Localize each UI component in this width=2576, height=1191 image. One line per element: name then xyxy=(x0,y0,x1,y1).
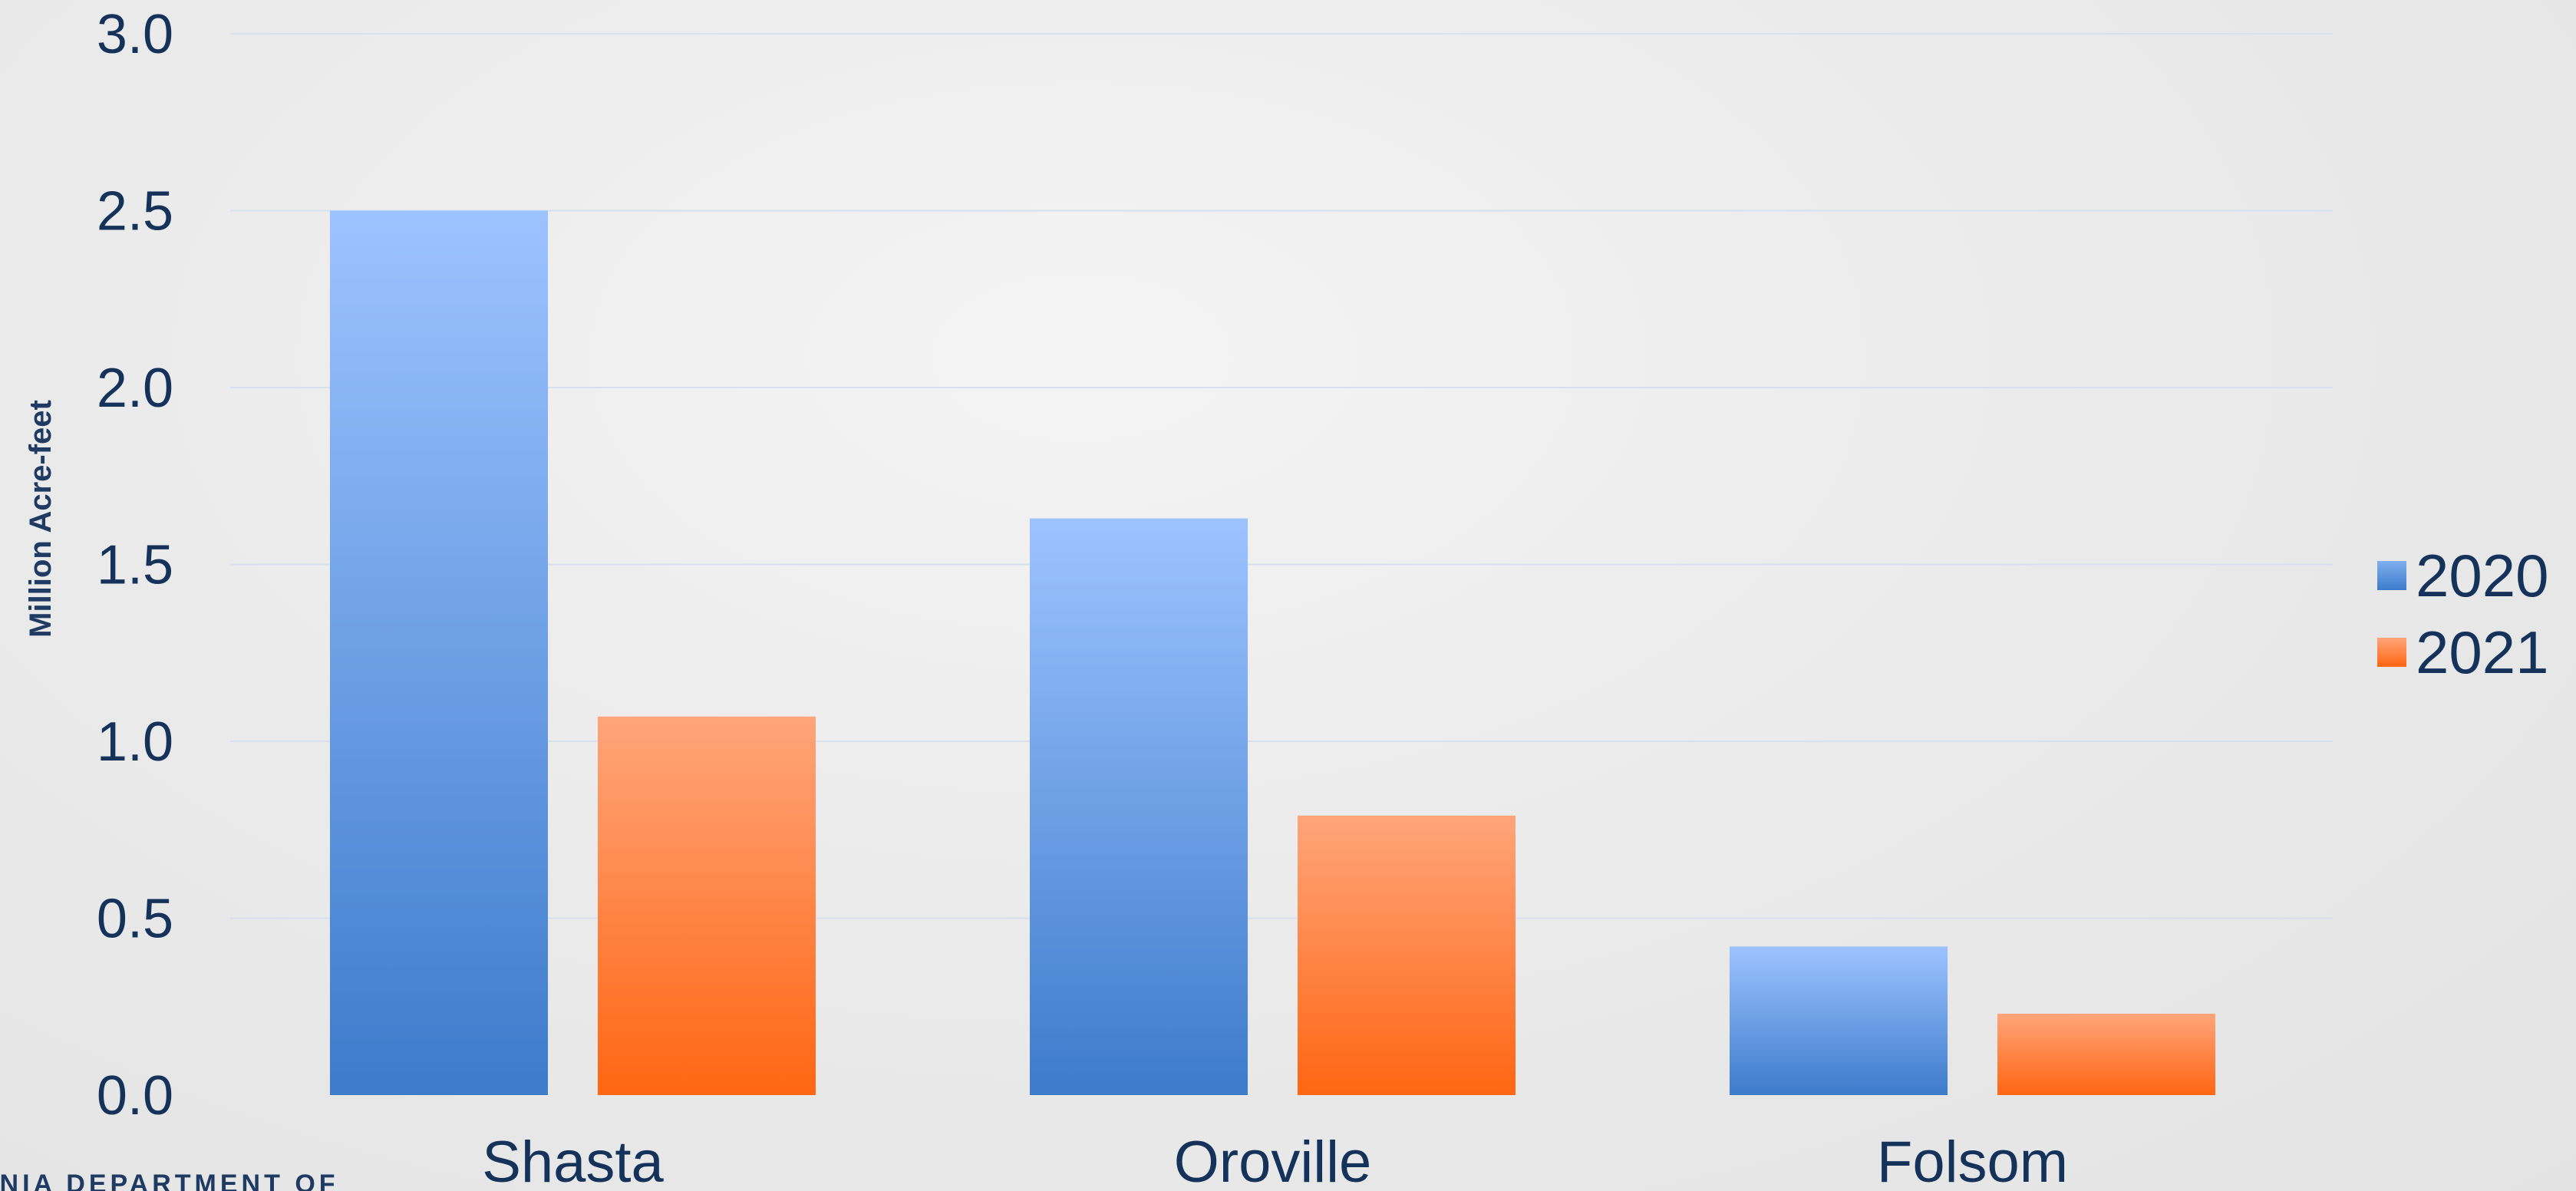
gridlines xyxy=(230,33,2333,919)
y-tick-label: 2.0 xyxy=(97,358,173,419)
bar-oroville-2021 xyxy=(1298,815,1516,1095)
department-logo: RNIA DEPARTMENT OF xyxy=(0,1171,345,1191)
x-axis-tick-labels: Shasta Oroville Folsom xyxy=(482,1130,2068,1191)
y-axis-tick-labels: 0.0 0.5 1.0 1.5 2.0 2.5 3.0 xyxy=(97,4,173,1127)
bar-oroville-2020 xyxy=(1030,518,1248,1095)
x-tick-label-folsom: Folsom xyxy=(1877,1130,2068,1191)
legend-label-2020: 2020 xyxy=(2416,542,2549,609)
bar-folsom-2021 xyxy=(1997,1013,2215,1095)
bar-folsom-2020 xyxy=(1730,946,1948,1095)
legend-item-2021: 2021 xyxy=(2377,614,2549,691)
x-tick-label-shasta: Shasta xyxy=(482,1130,664,1191)
legend-swatch-2021 xyxy=(2377,638,2406,667)
y-tick-label: 3.0 xyxy=(97,4,173,65)
legend-label-2021: 2021 xyxy=(2416,619,2549,686)
y-tick-label: 2.5 xyxy=(97,181,173,242)
legend-swatch-2020 xyxy=(2377,561,2406,590)
y-tick-label: 0.5 xyxy=(97,889,173,950)
y-tick-label: 1.5 xyxy=(97,535,173,596)
y-axis-label: Million Acre-feet xyxy=(24,400,58,638)
legend: 2020 2021 xyxy=(2377,537,2549,691)
bars xyxy=(330,210,2215,1095)
legend-item-2020: 2020 xyxy=(2377,537,2549,614)
department-logo-text: RNIA DEPARTMENT OF xyxy=(0,1171,339,1191)
y-tick-label: 0.0 xyxy=(97,1065,173,1127)
y-tick-label: 1.0 xyxy=(97,711,173,773)
bar-shasta-2021 xyxy=(598,716,816,1095)
bar-shasta-2020 xyxy=(330,210,548,1095)
x-tick-label-oroville: Oroville xyxy=(1174,1130,1372,1191)
